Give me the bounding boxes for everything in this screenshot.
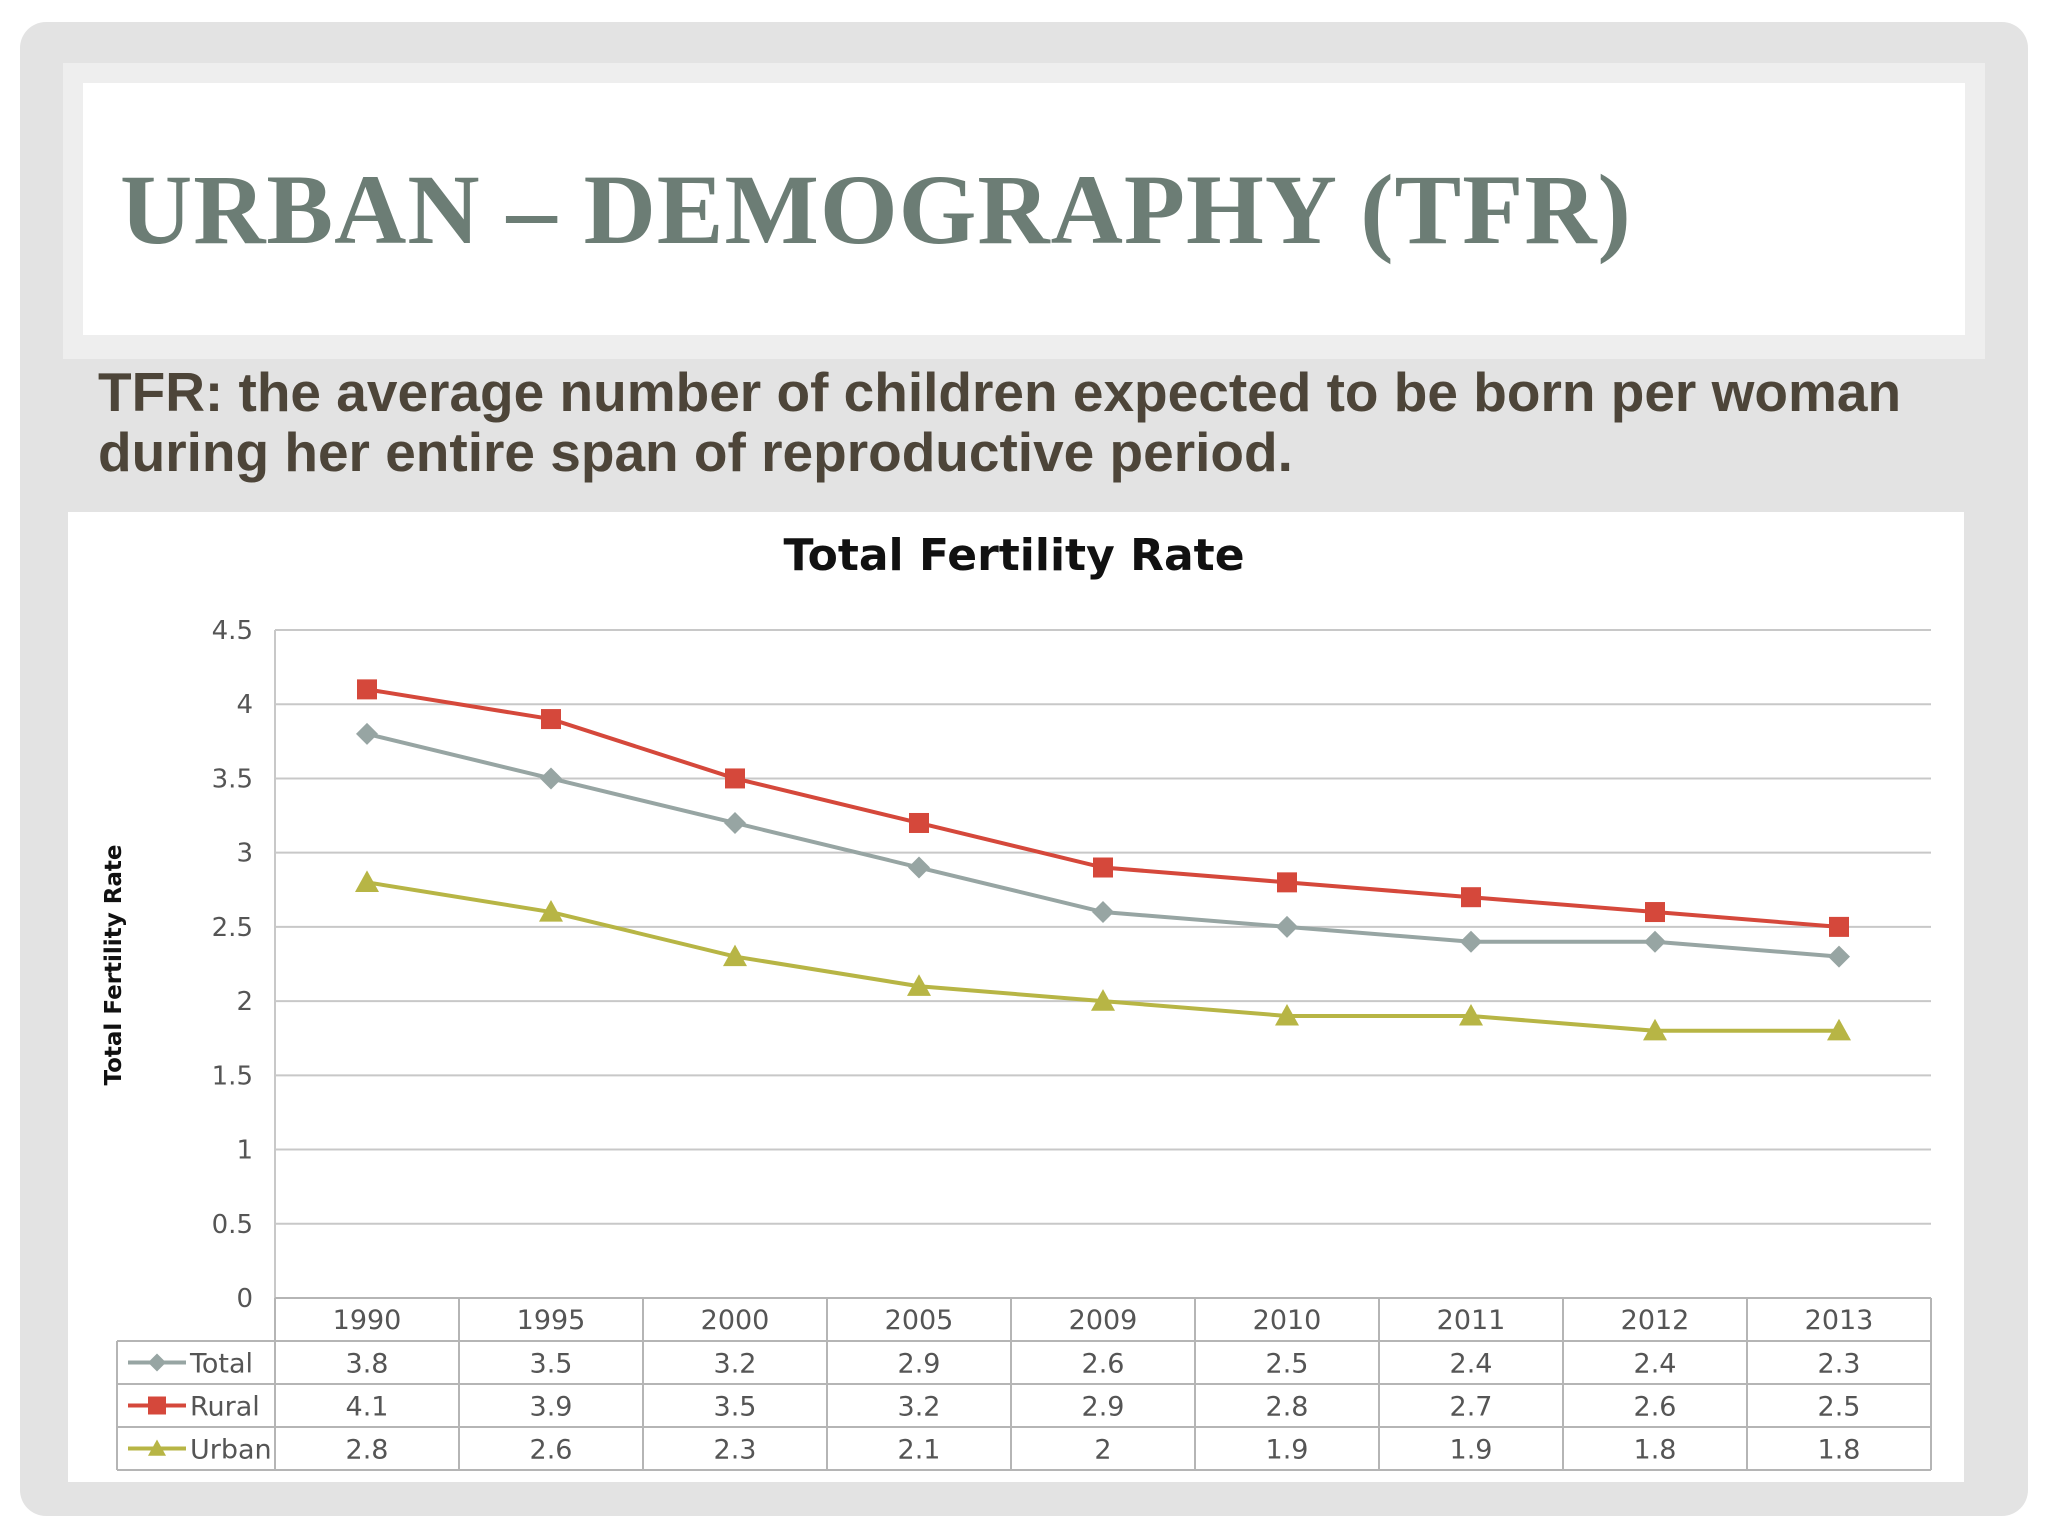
marker-triangle [355, 870, 379, 892]
y-tick-labels: 0 0.5 1 1.5 2 2.5 3 3.5 4 4.5 [212, 616, 253, 1314]
table-cell-value: 1.8 [1634, 1435, 1677, 1466]
table-cell-value: 2.6 [1082, 1349, 1125, 1380]
tfr-line-chart: Total Fertility Rate Total Fertility Rat… [101, 530, 1932, 1471]
y-tick-label: 1.5 [212, 1061, 253, 1091]
marker-diamond [908, 856, 930, 879]
x-tick-label: 2012 [1621, 1305, 1690, 1336]
x-tick-label: 2011 [1437, 1305, 1506, 1336]
title-box [63, 63, 1985, 359]
table-cell-value: 2.7 [1450, 1392, 1493, 1423]
marker-triangle [1459, 1003, 1483, 1026]
y-axis-label: Total Fertility Rate [101, 844, 127, 1085]
table-cell-value: 1.9 [1450, 1435, 1493, 1466]
marker-square [541, 709, 561, 730]
y-tick-label: 4 [236, 690, 253, 720]
slide-title: URBAN – DEMOGRAPHY (TFR) [120, 154, 1632, 265]
table-cell-value: 2.8 [346, 1435, 389, 1466]
table-cell-value: 3.9 [530, 1392, 573, 1423]
table-cell-value: 3.2 [714, 1349, 757, 1380]
marker-square [1093, 857, 1113, 878]
marker-diamond [148, 1353, 166, 1372]
series-line-total [366, 731, 1840, 959]
table-cell-value: 3.8 [346, 1349, 389, 1380]
x-tick-label: 1990 [333, 1305, 402, 1336]
x-tick-label: 2005 [885, 1305, 954, 1336]
table-cell-value: 2 [1094, 1435, 1111, 1466]
y-tick-label: 1 [236, 1136, 253, 1166]
table-cell-value: 2.8 [1266, 1392, 1309, 1423]
table-cell-value: 2.3 [1818, 1349, 1861, 1380]
table-cell-value: 3.2 [898, 1392, 941, 1423]
table-cell-value: 2.3 [714, 1435, 757, 1466]
y-tick-label: 3.5 [212, 764, 253, 794]
table-cell-value: 1.9 [1266, 1435, 1309, 1466]
marker-square [357, 679, 377, 700]
table-cell-value: 1.8 [1818, 1435, 1861, 1466]
marker-triangle [148, 1439, 166, 1456]
marker-square [1277, 872, 1297, 893]
y-tick-label: 2 [236, 987, 253, 1017]
marker-diamond [724, 811, 746, 834]
marker-square [725, 768, 745, 789]
table-cell-value: 3.5 [714, 1392, 757, 1423]
chart-panel: Total Fertility Rate Total Fertility Rat… [68, 512, 1964, 1482]
marker-diamond [356, 722, 378, 745]
x-tick-label: 2013 [1805, 1305, 1874, 1336]
marker-diamond [1092, 901, 1114, 924]
marker-diamond [1644, 930, 1666, 953]
y-tick-label: 4.5 [212, 616, 253, 646]
gridlines [274, 629, 1931, 1298]
chart-title: Total Fertility Rate [783, 530, 1244, 581]
marker-square [1645, 902, 1665, 923]
table-cell-value: 4.1 [346, 1392, 389, 1423]
marker-diamond [540, 767, 562, 790]
legend-series-name: Rural [190, 1392, 260, 1423]
marker-triangle [1275, 1003, 1299, 1026]
marker-triangle [723, 944, 747, 967]
y-tick-label: 3 [236, 839, 253, 869]
marker-diamond [1828, 945, 1850, 968]
table-cell-value: 2.9 [1082, 1392, 1125, 1423]
marker-triangle [1827, 1018, 1851, 1041]
y-tick-label: 0.5 [212, 1210, 253, 1240]
marker-square [1829, 916, 1849, 937]
series-markers [355, 679, 1851, 1041]
slide-subtitle: TFR: the average number of children expe… [98, 361, 1902, 483]
table-cell-value: 2.5 [1818, 1392, 1861, 1423]
marker-square [148, 1396, 166, 1415]
series-line-rural [366, 687, 1840, 929]
marker-triangle [907, 974, 931, 996]
table-cell-value: 2.5 [1266, 1349, 1309, 1380]
x-tick-label: 2009 [1069, 1305, 1138, 1336]
marker-diamond [1460, 930, 1482, 953]
marker-triangle [1091, 989, 1115, 1011]
marker-triangle [1643, 1018, 1667, 1041]
table-cell-value: 2.6 [530, 1435, 573, 1466]
table-cell-value: 3.5 [530, 1349, 573, 1380]
table-cell-value: 2.6 [1634, 1392, 1677, 1423]
marker-square [909, 812, 929, 833]
x-tick-label: 1995 [517, 1305, 586, 1336]
marker-square [1461, 887, 1481, 908]
x-tick-label: 2000 [701, 1305, 770, 1336]
marker-triangle [539, 900, 563, 922]
data-table: 1990 1995 2000 2005 2009 2010 2011 2012 2013 Tota… [116, 1297, 1932, 1471]
y-tick-label: 0 [236, 1284, 253, 1314]
title-box-inner [83, 83, 1965, 335]
table-cell-value: 2.4 [1634, 1349, 1677, 1380]
legend-series-name: Urban [190, 1435, 272, 1466]
table-cell-value: 2.4 [1450, 1349, 1493, 1380]
x-tick-label: 2010 [1253, 1305, 1322, 1336]
y-tick-label: 2.5 [212, 913, 253, 943]
legend-series-name: Total [189, 1349, 253, 1380]
marker-diamond [1276, 915, 1298, 938]
table-cell-value: 2.1 [898, 1435, 941, 1466]
table-cell-value: 2.9 [898, 1349, 941, 1380]
